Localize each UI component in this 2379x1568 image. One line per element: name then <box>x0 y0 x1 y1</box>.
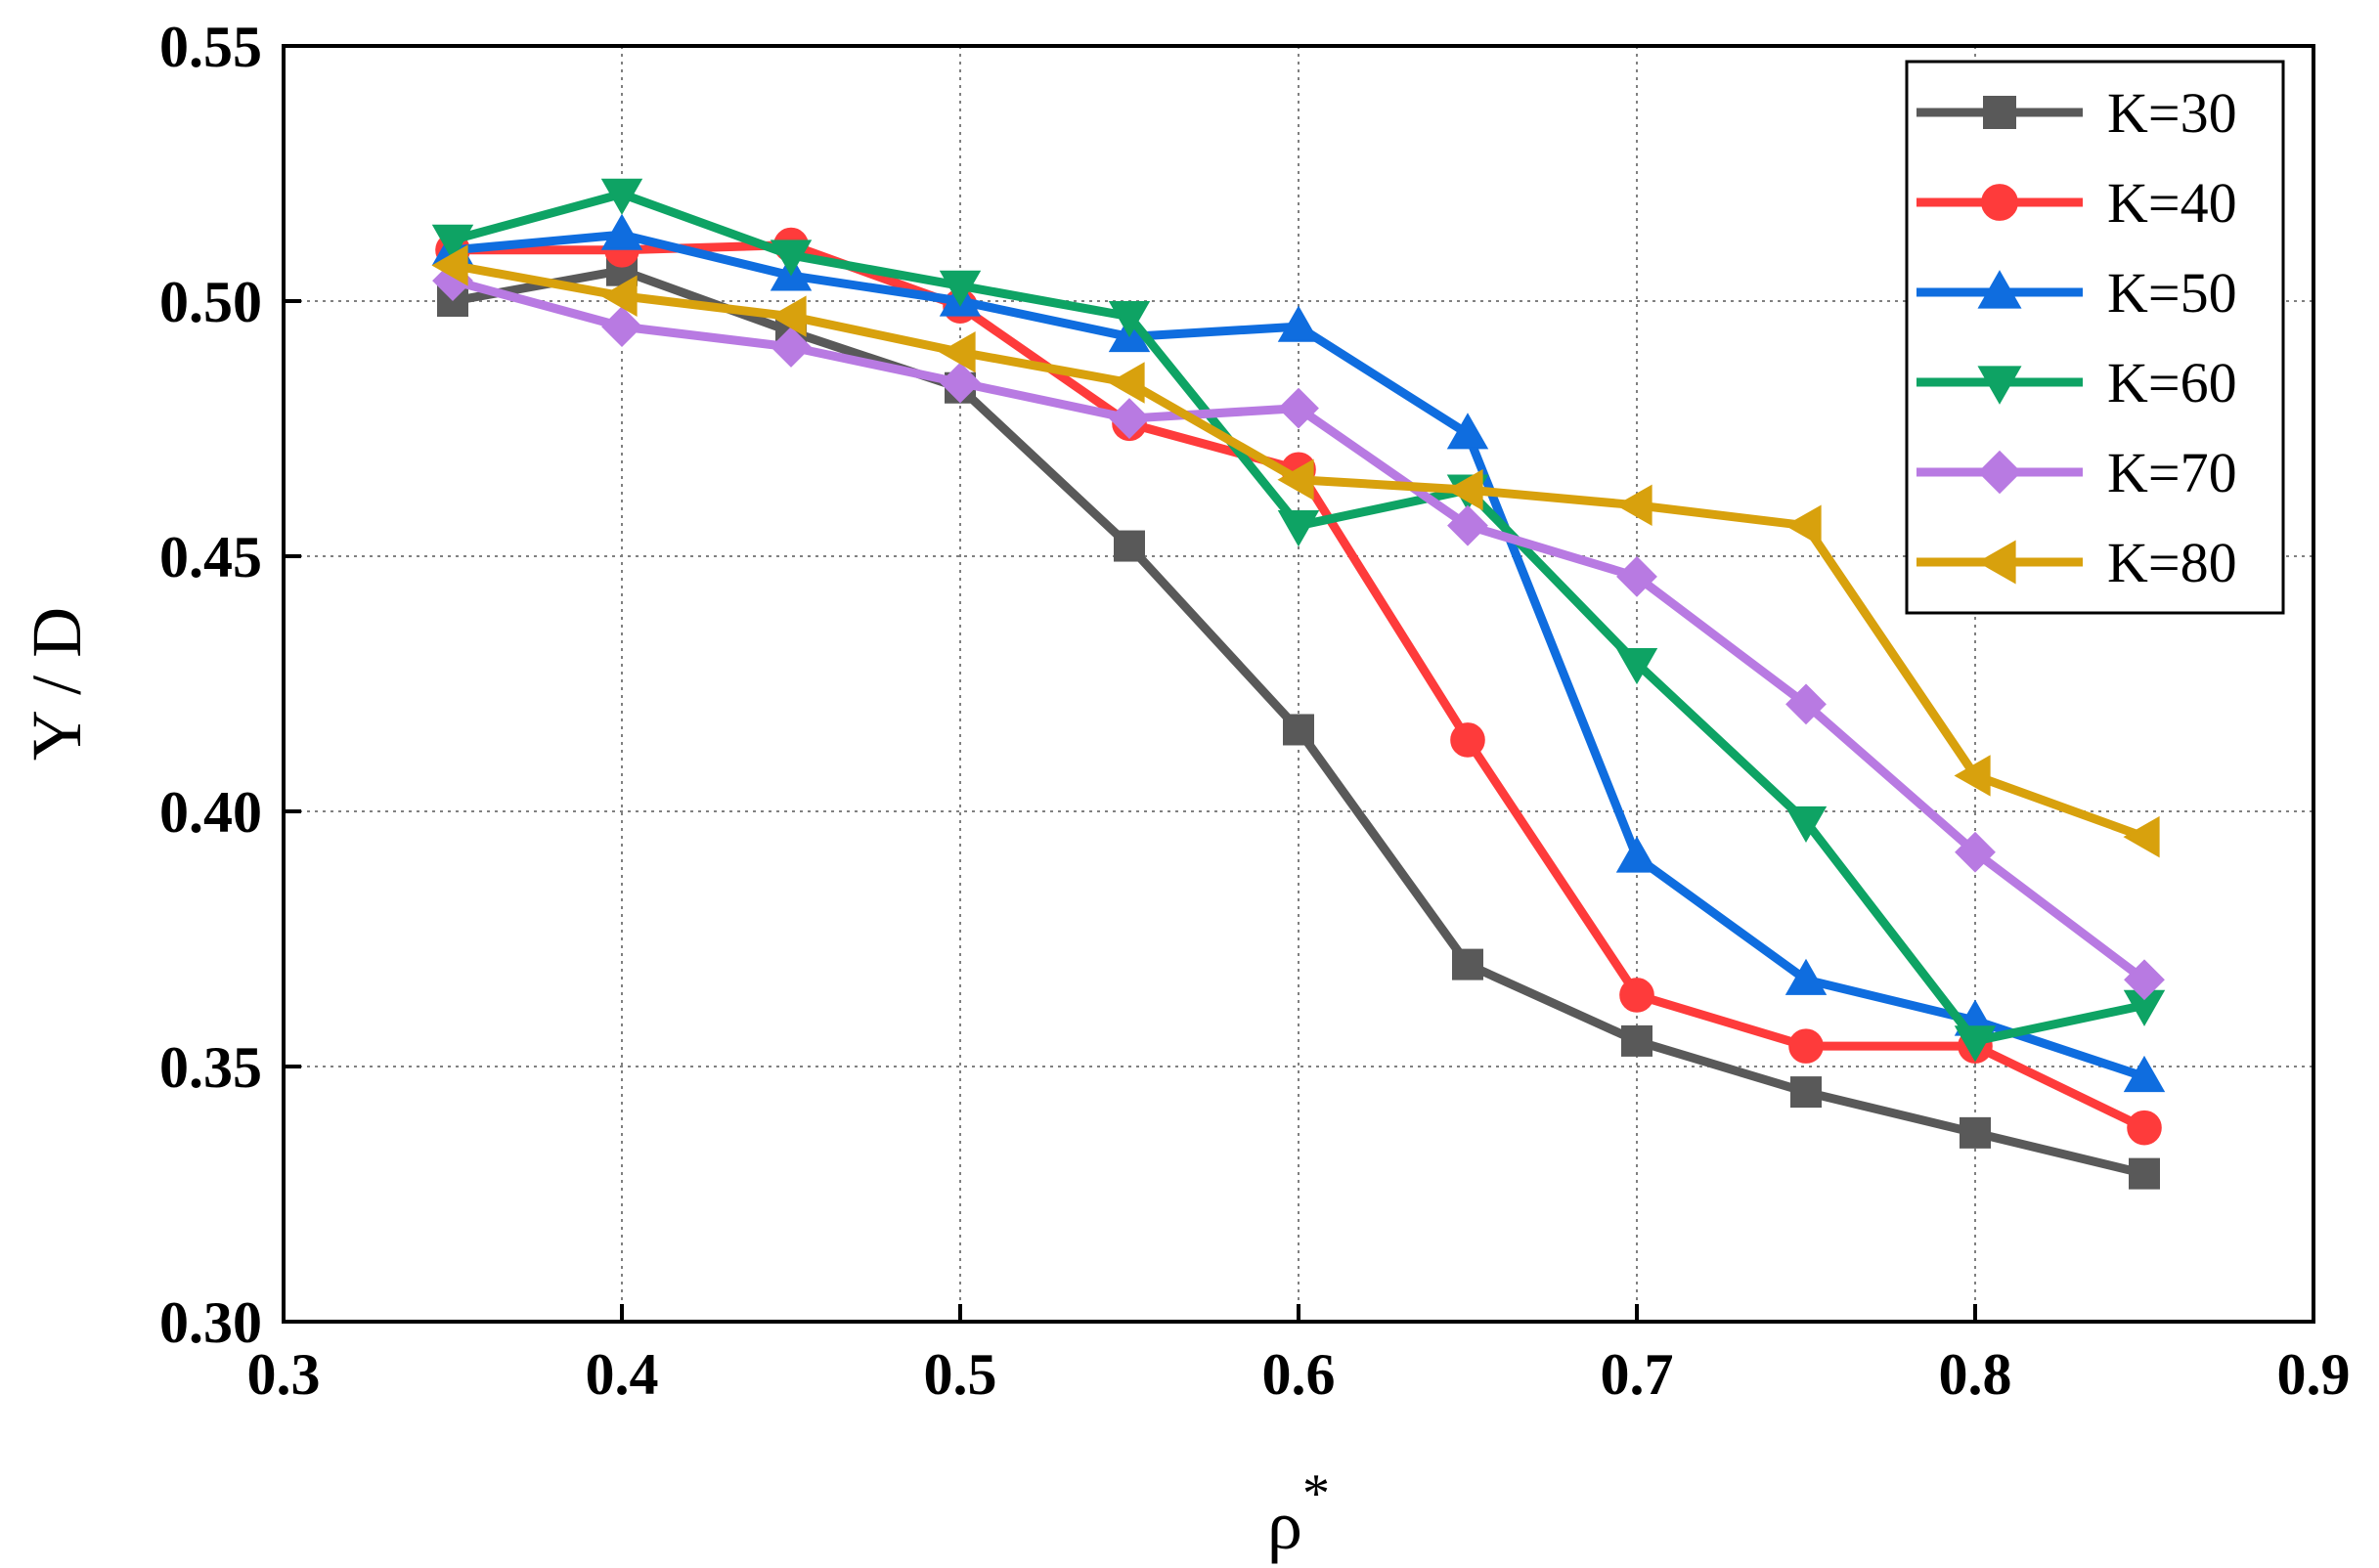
legend-marker <box>1977 366 2022 405</box>
legend-item: K=80 <box>1916 531 2237 594</box>
legend-item: K=60 <box>1916 351 2237 414</box>
data-point <box>770 295 807 337</box>
x-tick-label: 0.3 <box>247 1342 321 1407</box>
y-tick-label: 0.35 <box>159 1035 262 1100</box>
data-point <box>939 330 976 373</box>
legend-label: K=80 <box>2107 531 2237 594</box>
data-point <box>1788 1028 1824 1064</box>
x-axis-title-superscript: * <box>1302 1463 1330 1524</box>
axis-ticks: 0.3 0.4 0.5 0.6 0.7 0.8 0.9 0.30 0.35 0.40 0.45 0.5… <box>159 15 2351 1407</box>
data-point <box>1615 484 1652 527</box>
x-axis-title: ρ* <box>1267 1463 1330 1564</box>
legend-item: K=50 <box>1916 261 2237 325</box>
legend-label: K=40 <box>2107 171 2237 235</box>
data-point <box>939 270 982 307</box>
data-point <box>1615 647 1658 685</box>
legend-item: K=30 <box>1916 81 2237 145</box>
data-point <box>600 178 643 215</box>
legend-label: K=50 <box>2107 261 2237 325</box>
data-point <box>1446 413 1489 450</box>
x-tick-label: 0.4 <box>586 1342 659 1407</box>
series-K80 <box>431 244 2160 858</box>
data-point <box>1784 958 1828 995</box>
data-point <box>1283 714 1314 746</box>
data-point <box>1278 387 1319 429</box>
data-point <box>1785 683 1827 725</box>
data-point <box>1619 978 1654 1013</box>
x-tick-label: 0.7 <box>1601 1342 1674 1407</box>
data-point <box>1790 1076 1822 1109</box>
data-point <box>940 362 981 404</box>
data-point <box>1109 398 1150 439</box>
legend-label: K=30 <box>2107 81 2237 145</box>
series-K50 <box>431 213 2166 1093</box>
data-point <box>600 213 643 250</box>
series-line <box>453 240 2146 1132</box>
data-point <box>1450 722 1485 758</box>
legend-item: K=40 <box>1916 171 2237 235</box>
legend-marker <box>1977 270 2022 309</box>
y-tick-label: 0.50 <box>159 270 262 334</box>
legend-label: K=60 <box>2107 351 2237 414</box>
legend-marker <box>1983 96 2016 129</box>
legend-label: K=70 <box>2107 441 2237 504</box>
data-point <box>1108 301 1151 338</box>
data-point <box>2127 1110 2162 1146</box>
data-point <box>1615 836 1658 873</box>
data-point <box>1960 1116 1991 1149</box>
legend-box <box>1905 60 2285 615</box>
x-axis-title-main: ρ <box>1267 1486 1302 1564</box>
data-point <box>1446 468 1483 511</box>
legend: K=30 K=40 K=50 K=60 K=70 K=80 <box>1905 60 2285 615</box>
data-point <box>601 306 642 348</box>
y-axis-title: Y / D <box>18 607 96 761</box>
data-point <box>1277 458 1314 501</box>
legend-marker <box>1981 184 2018 221</box>
x-tick-label: 0.8 <box>1939 1342 2012 1407</box>
y-tick-label: 0.40 <box>159 780 262 845</box>
data-point <box>1277 305 1320 342</box>
x-tick-label: 0.9 <box>2277 1342 2351 1407</box>
y-tick-label: 0.30 <box>159 1290 262 1355</box>
series-line <box>451 276 2147 983</box>
data-point <box>2123 1055 2166 1093</box>
data-point <box>770 240 813 277</box>
y-tick-label: 0.45 <box>159 525 262 589</box>
y-tick-label: 0.55 <box>159 15 262 79</box>
data-point <box>1108 362 1145 404</box>
data-point <box>1452 948 1483 980</box>
data-point <box>1954 755 1991 797</box>
data-point <box>1954 1025 1997 1063</box>
legend-marker <box>1977 450 2022 495</box>
series-layer <box>431 178 2166 1190</box>
data-point <box>2129 1157 2160 1190</box>
x-tick-label: 0.5 <box>924 1342 997 1407</box>
series-K70 <box>432 260 2165 1001</box>
data-point <box>431 244 468 286</box>
data-point <box>1784 806 1828 843</box>
data-point <box>431 224 474 261</box>
data-point <box>600 275 638 318</box>
data-point <box>2124 959 2165 1001</box>
data-point <box>1784 504 1822 546</box>
x-tick-label: 0.6 <box>1262 1342 1336 1407</box>
data-point <box>1447 504 1488 546</box>
legend-item: K=70 <box>1916 441 2237 504</box>
legend-marker <box>1977 540 2016 585</box>
data-point <box>1621 1024 1652 1057</box>
data-point <box>771 327 812 368</box>
data-point <box>1277 510 1320 547</box>
data-point <box>1114 530 1145 562</box>
data-point <box>2123 815 2160 858</box>
data-point <box>1955 831 1996 873</box>
data-point <box>1616 555 1657 597</box>
